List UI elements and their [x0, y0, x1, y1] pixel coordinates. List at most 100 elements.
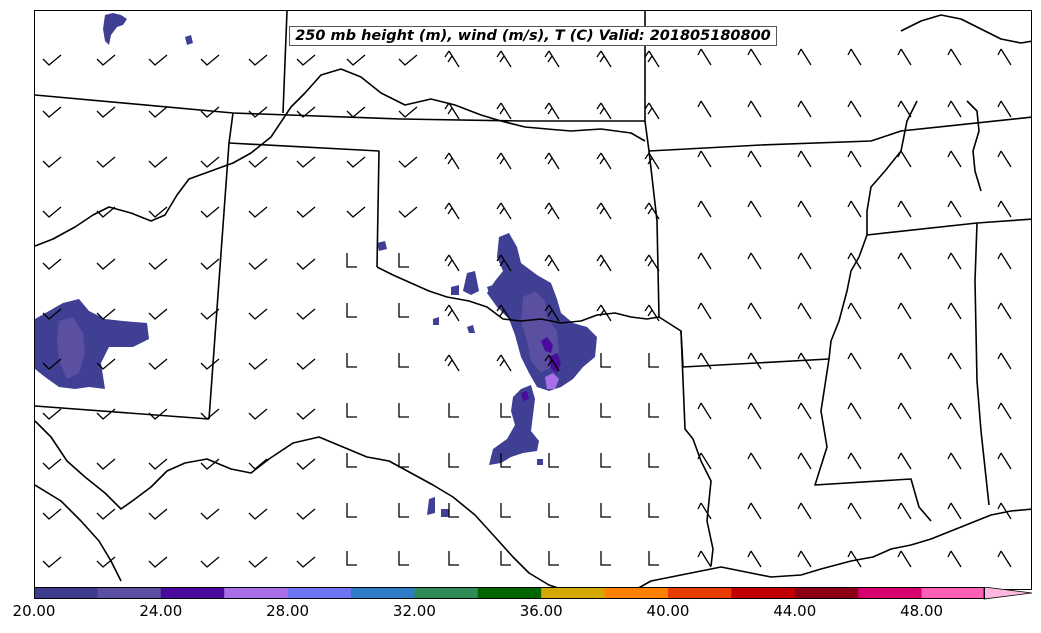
wind-barb [648, 403, 659, 418]
wind-barb [697, 452, 712, 470]
colorbar [34, 587, 1033, 600]
wind-barb [947, 252, 962, 270]
wind-barb [747, 48, 762, 66]
wind-barb [42, 508, 62, 520]
wind-barb [296, 556, 316, 568]
wind-barb [697, 550, 712, 568]
wind-barb [96, 508, 116, 520]
wind-barb [346, 54, 366, 66]
wind-barb [544, 152, 560, 170]
state-border-tn-south [866, 218, 1031, 236]
wind-barb [897, 402, 912, 420]
colorbar-arrow-tip [983, 587, 1033, 600]
wind-barb [897, 48, 912, 66]
wind-barb [947, 550, 962, 568]
wind-barb [200, 54, 220, 66]
wind-barb [997, 352, 1012, 370]
colorbar-segment [97, 587, 162, 599]
wind-barb [997, 302, 1012, 320]
wind-barb [496, 304, 512, 322]
wind-barb [697, 150, 712, 168]
wind-barb [947, 452, 962, 470]
wind-barb [797, 550, 812, 568]
wind-barb [847, 200, 862, 218]
wind-barb [997, 200, 1012, 218]
wind-barb [544, 202, 560, 220]
wind-barb [444, 254, 460, 272]
wind-barb [897, 352, 912, 370]
wind-barb [346, 551, 357, 566]
wind-barb [496, 254, 512, 272]
wind-barb [897, 302, 912, 320]
wind-barb [644, 202, 660, 220]
wind-barb [248, 106, 268, 118]
state-border-ms-al [974, 222, 990, 506]
wind-barb [444, 50, 460, 68]
wind-barb [648, 503, 659, 518]
wind-barb [847, 550, 862, 568]
wind-barb [797, 402, 812, 420]
wind-barb [96, 358, 116, 370]
river-red [376, 266, 660, 324]
wind-barb [96, 458, 116, 470]
wind-barb [42, 206, 62, 218]
wind-barb [596, 254, 612, 272]
wind-barb [500, 503, 511, 518]
shaded-field [35, 13, 597, 517]
wind-barb [600, 453, 611, 468]
wind-barb [398, 453, 409, 468]
wind-barb [96, 206, 116, 218]
wind-barb [42, 258, 62, 270]
wind-barb [296, 508, 316, 520]
shade-region-south-dark [521, 391, 529, 401]
wind-barb [797, 252, 812, 270]
wind-barb [496, 354, 512, 372]
wind-barb [847, 502, 862, 520]
wind-barb [797, 302, 812, 320]
wind-barb [997, 100, 1012, 118]
colorbar-labels: 20.00 24.00 28.00 32.00 36.00 40.00 44.00 48.00 [0, 602, 1041, 626]
wind-barb [544, 254, 560, 272]
colorbar-tick-label: 40.00 [646, 602, 690, 620]
wind-barb [596, 102, 612, 120]
wind-barb [747, 150, 762, 168]
wind-barb [248, 206, 268, 218]
state-border-arkansas-north [648, 116, 1031, 152]
colorbar-tick-label: 32.00 [392, 602, 436, 620]
wind-barb [797, 502, 812, 520]
wind-barb [544, 102, 560, 120]
wind-barb [644, 50, 660, 68]
wind-barb [448, 551, 459, 566]
wind-barb [897, 200, 912, 218]
colorbar-tick-label: 48.00 [900, 602, 944, 620]
wind-barb [947, 150, 962, 168]
coast-gulf [634, 508, 1031, 589]
wind-barb [42, 458, 62, 470]
wind-barb [697, 502, 712, 520]
wind-barb [697, 402, 712, 420]
wind-barb [644, 254, 660, 272]
wind-barb [398, 551, 409, 566]
wind-barb [496, 102, 512, 120]
wind-barb [500, 551, 511, 566]
wind-barb [398, 403, 409, 418]
wind-barb [148, 156, 168, 168]
river-rio-grande [35, 420, 564, 589]
shade-blob-nw [103, 13, 193, 45]
wind-barb [747, 550, 762, 568]
wind-barb [248, 156, 268, 168]
shade-region-central-dark [541, 337, 561, 373]
wind-barb [296, 358, 316, 370]
wind-barb [148, 556, 168, 568]
wind-barb [148, 408, 168, 420]
wind-barb [596, 152, 612, 170]
wind-barb [747, 302, 762, 320]
colorbar-tick-label: 28.00 [266, 602, 310, 620]
wind-barb [997, 48, 1012, 66]
wind-barb [200, 408, 220, 420]
wind-barb [997, 402, 1012, 420]
wind-barb [747, 100, 762, 118]
wind-barb [747, 352, 762, 370]
river-missouri [966, 100, 982, 192]
wind-barb [346, 206, 366, 218]
